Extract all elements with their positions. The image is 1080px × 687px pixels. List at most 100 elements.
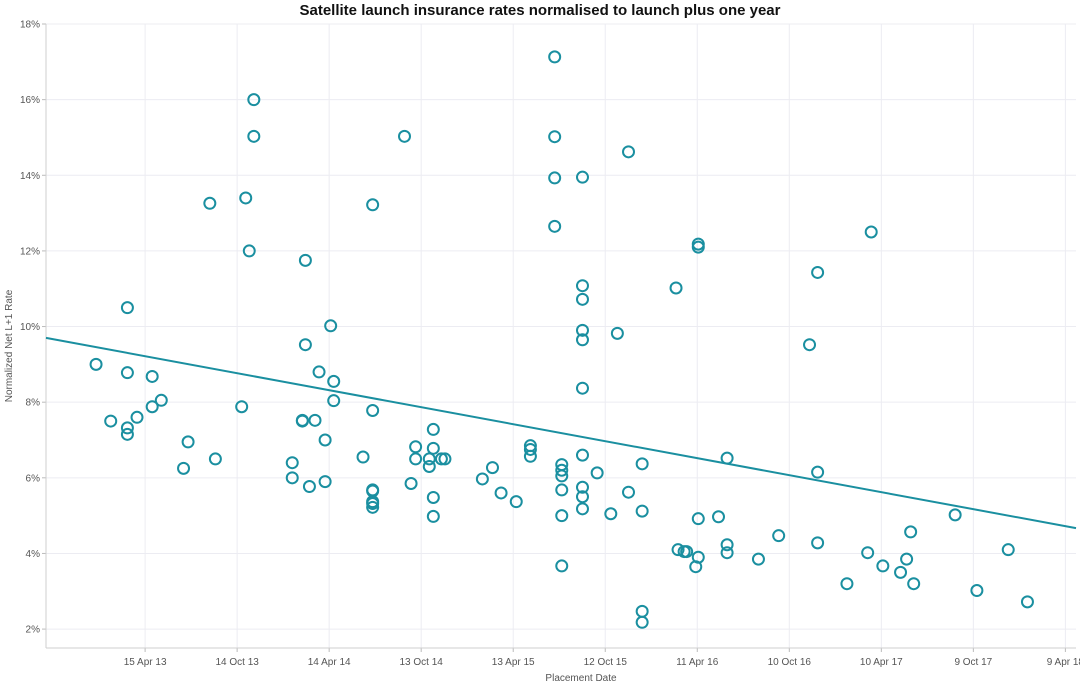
data-point xyxy=(720,546,734,560)
data-point xyxy=(904,525,918,539)
x-axis-title: Placement Date xyxy=(545,673,617,684)
data-point xyxy=(575,279,589,293)
data-point xyxy=(318,433,332,447)
data-point xyxy=(398,129,412,143)
data-point xyxy=(295,414,309,428)
data-point xyxy=(635,457,649,471)
data-point xyxy=(366,500,380,514)
data-point xyxy=(604,507,618,521)
data-point xyxy=(247,129,261,143)
data-point xyxy=(356,450,370,464)
data-point xyxy=(622,145,636,159)
x-tick-label: 14 Oct 13 xyxy=(215,657,259,668)
data-point xyxy=(622,485,636,499)
data-point xyxy=(548,50,562,64)
data-point xyxy=(590,466,604,480)
data-point xyxy=(555,559,569,573)
y-tick-label: 18% xyxy=(20,20,40,31)
data-point xyxy=(900,552,914,566)
data-point xyxy=(104,414,118,428)
data-point xyxy=(475,472,489,486)
y-tick-label: 12% xyxy=(20,246,40,257)
data-point xyxy=(208,452,222,466)
data-point xyxy=(235,400,249,414)
data-point xyxy=(555,483,569,497)
data-point xyxy=(366,198,380,212)
x-tick-label: 10 Oct 16 xyxy=(768,657,812,668)
data-point xyxy=(130,410,144,424)
data-point xyxy=(324,319,338,333)
trend-line xyxy=(45,336,1077,530)
data-point xyxy=(635,504,649,518)
data-point xyxy=(712,510,726,524)
data-point xyxy=(894,565,908,579)
data-point xyxy=(120,366,134,380)
data-point xyxy=(426,490,440,504)
x-tick-label: 9 Apr 18 xyxy=(1047,657,1080,668)
data-point xyxy=(298,253,312,267)
x-tick-label: 11 Apr 16 xyxy=(676,657,719,668)
data-point xyxy=(120,427,134,441)
data-point xyxy=(203,196,217,210)
data-point xyxy=(509,495,523,509)
data-point xyxy=(177,461,191,475)
data-point xyxy=(575,502,589,516)
data-point xyxy=(327,394,341,408)
data-point xyxy=(610,326,624,340)
data-point xyxy=(404,476,418,490)
data-point xyxy=(523,442,537,456)
x-tick-label: 15 Apr 13 xyxy=(124,657,167,668)
data-point xyxy=(438,452,452,466)
data-point xyxy=(120,421,134,435)
data-point xyxy=(803,338,817,352)
data-point xyxy=(876,559,890,573)
data-point xyxy=(635,615,649,629)
data-point xyxy=(154,393,168,407)
data-point xyxy=(145,369,159,383)
data-point xyxy=(720,538,734,552)
x-tick-label: 13 Oct 14 xyxy=(400,657,444,668)
data-point xyxy=(548,130,562,144)
data-point xyxy=(318,475,332,489)
data-point xyxy=(426,509,440,523)
data-point xyxy=(671,543,685,557)
y-tick-label: 2% xyxy=(26,625,41,636)
data-point xyxy=(302,480,316,494)
data-point xyxy=(494,486,508,500)
y-tick-label: 16% xyxy=(20,95,40,106)
data-point xyxy=(575,381,589,395)
data-point xyxy=(861,546,875,560)
plot-area xyxy=(46,24,1076,648)
data-point xyxy=(181,435,195,449)
data-point xyxy=(409,452,423,466)
x-tick-label: 12 Oct 15 xyxy=(584,657,628,668)
data-point xyxy=(811,536,825,550)
data-point xyxy=(575,448,589,462)
x-tick-label: 13 Apr 15 xyxy=(492,657,535,668)
data-point xyxy=(89,357,103,371)
data-point xyxy=(145,400,159,414)
data-point xyxy=(555,463,569,477)
data-point xyxy=(575,480,589,494)
y-tick-label: 4% xyxy=(26,549,41,560)
data-point xyxy=(555,509,569,523)
data-point xyxy=(555,469,569,483)
data-point xyxy=(751,552,765,566)
data-point xyxy=(523,449,537,463)
data-point xyxy=(811,265,825,279)
data-point xyxy=(485,461,499,475)
data-point xyxy=(575,333,589,347)
data-point xyxy=(811,465,825,479)
data-point xyxy=(409,440,423,454)
data-point xyxy=(575,292,589,306)
data-point xyxy=(285,471,299,485)
data-point xyxy=(1001,543,1015,557)
data-point xyxy=(689,560,703,574)
data-point xyxy=(120,301,134,315)
data-point xyxy=(366,404,380,418)
data-point xyxy=(864,225,878,239)
data-point xyxy=(691,240,705,254)
y-tick-label: 10% xyxy=(20,322,40,333)
